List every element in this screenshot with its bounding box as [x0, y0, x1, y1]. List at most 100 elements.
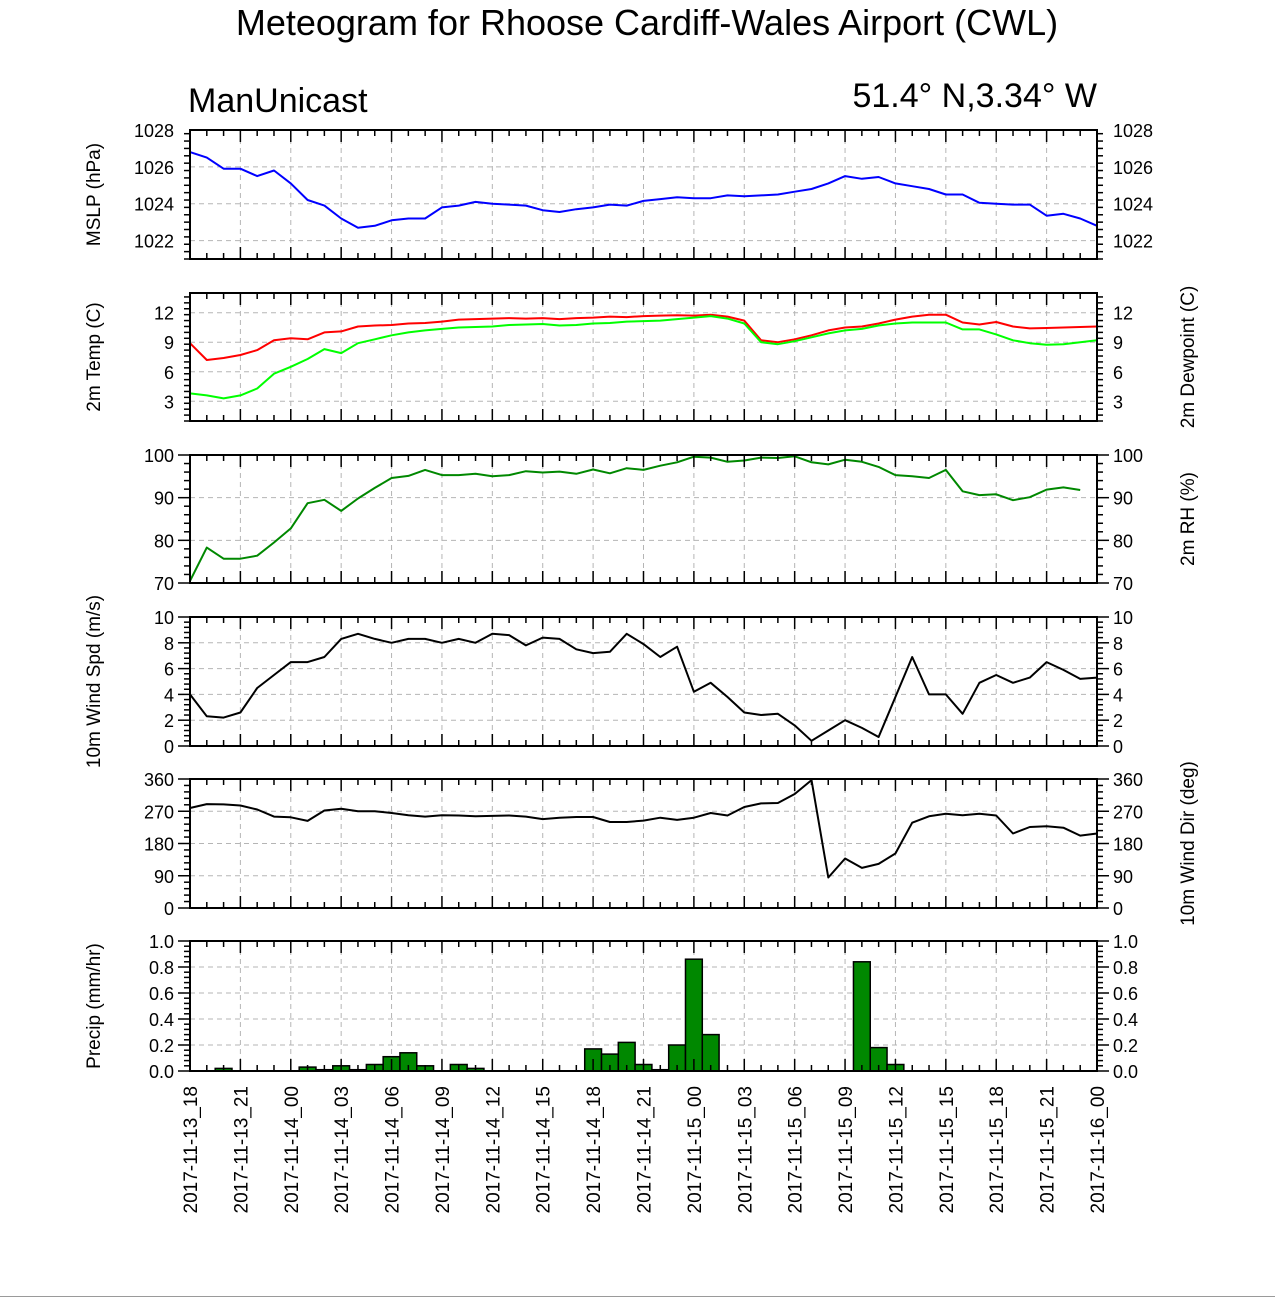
y-tick-label-right: 1022 — [1113, 232, 1153, 252]
y-tick-label-left: 100 — [144, 446, 174, 466]
y-tick-label-right: 180 — [1113, 835, 1143, 855]
panel-wind_speed: 0 0 2 2 4 4 6 6 8 8 10 10 10m Wind Spd (m/s) — [84, 595, 1133, 768]
y-tick-label-left: 0.8 — [149, 958, 174, 978]
y-tick-label-right: 0.8 — [1113, 958, 1138, 978]
y-tick-label-left: 1022 — [134, 232, 174, 252]
y-tick-label-left: 6 — [164, 660, 174, 680]
y-tick-label-right: 360 — [1113, 770, 1143, 790]
time-label: 2017-11-14_03 — [332, 1086, 353, 1213]
y-tick-label-right: 1024 — [1113, 195, 1153, 215]
y-tick-label-right: 0.4 — [1113, 1010, 1138, 1030]
model-label: ManUnicast — [188, 82, 368, 120]
y-tick-label-right: 90 — [1113, 489, 1133, 509]
y-tick-label-right: 3 — [1113, 392, 1123, 412]
panel-mslp: 1022 1022 1024 1024 1026 1026 1028 1028 MSLP (hP… — [84, 121, 1153, 260]
time-label: 2017-11-15_18 — [987, 1086, 1008, 1213]
time-label: 2017-11-14_12 — [483, 1086, 504, 1213]
y-tick-label-left: 0.6 — [149, 984, 174, 1004]
panel-precipitation: 0.0 0.0 0.2 0.2 0.4 0.4 0.6 0.6 0.8 0.8 1.0 1.0 Prec… — [84, 932, 1138, 1082]
y-tick-label-right: 2 — [1113, 711, 1123, 731]
time-label: 2017-11-14_09 — [433, 1086, 454, 1213]
time-label: 2017-11-15_03 — [735, 1086, 756, 1213]
y-tick-label-right: 0.6 — [1113, 984, 1138, 1004]
time-label: 2017-11-15_06 — [786, 1086, 807, 1213]
y-tick-label-right: 10 — [1113, 608, 1133, 628]
y-tick-label-right: 4 — [1113, 685, 1123, 705]
y-axis-title-right: 10m Wind Dir (deg) — [1178, 761, 1199, 926]
y-tick-label-left: 1026 — [134, 158, 174, 178]
y-tick-label-left: 0 — [164, 737, 174, 757]
y-axis-title-left: Precip (mm/hr) — [84, 943, 105, 1069]
time-label: 2017-11-14_18 — [584, 1086, 605, 1213]
time-label: 2017-11-14_15 — [534, 1086, 555, 1213]
y-tick-label-left: 360 — [144, 770, 174, 790]
y-tick-label-right: 80 — [1113, 531, 1133, 551]
y-axis-title-right: 2m RH (%) — [1178, 472, 1199, 566]
y-tick-label-right: 8 — [1113, 634, 1123, 654]
y-tick-label-right: 100 — [1113, 446, 1143, 466]
y-tick-label-right: 0 — [1113, 899, 1123, 919]
time-label: 2017-11-14_06 — [383, 1086, 404, 1213]
time-label: 2017-11-16_00 — [1088, 1086, 1109, 1213]
y-tick-label-right: 0.2 — [1113, 1036, 1138, 1056]
y-tick-label-left: 6 — [164, 363, 174, 383]
panel-temperature: 3 3 6 6 9 9 12 12 2m Temp (C) 2m Dewpoint (C) — [84, 286, 1199, 429]
series-line-relative_humidity-0 — [189, 455, 1081, 582]
series-line-temperature-0 — [189, 313, 1098, 361]
time-label: 2017-11-15_21 — [1038, 1086, 1059, 1213]
y-axis-title-left: MSLP (hPa) — [84, 143, 105, 246]
series-line-wind_direction-0 — [189, 779, 1098, 879]
y-tick-label-left: 8 — [164, 634, 174, 654]
y-tick-label-left: 0.0 — [149, 1062, 174, 1082]
y-tick-label-left: 80 — [154, 531, 174, 551]
y-axis-title-left: 2m Temp (C) — [84, 302, 105, 411]
time-label: 2017-11-13_18 — [181, 1086, 202, 1213]
bottom-divider — [0, 1296, 1275, 1297]
time-label: 2017-11-15_12 — [886, 1086, 907, 1213]
y-tick-label-right: 0 — [1113, 737, 1123, 757]
y-tick-label-left: 10 — [154, 608, 174, 628]
y-tick-label-right: 270 — [1113, 802, 1143, 822]
y-axis-title-right: 2m Dewpoint (C) — [1178, 286, 1199, 429]
time-label: 2017-11-15_09 — [836, 1086, 857, 1213]
precip-bar — [852, 961, 871, 1072]
y-tick-label-right: 90 — [1113, 867, 1133, 887]
y-tick-label-left: 180 — [144, 835, 174, 855]
y-tick-label-right: 70 — [1113, 574, 1133, 594]
y-tick-label-left: 1024 — [134, 195, 174, 215]
y-tick-label-left: 0 — [164, 899, 174, 919]
y-tick-label-left: 70 — [154, 574, 174, 594]
y-axis-title-left: 10m Wind Spd (m/s) — [84, 595, 105, 768]
y-tick-label-left: 9 — [164, 333, 174, 353]
y-tick-label-left: 0.2 — [149, 1036, 174, 1056]
series-line-mslp-0 — [189, 151, 1098, 229]
y-tick-label-right: 9 — [1113, 333, 1123, 353]
chart-title: Meteogram for Rhoose Cardiff-Wales Airpo… — [236, 2, 1058, 43]
series-line-wind_speed-0 — [189, 632, 1098, 742]
y-tick-label-left: 90 — [154, 867, 174, 887]
time-axis-labels: 2017-11-13_18 2017-11-13_21 2017-11-14_00 2… — [181, 1086, 1109, 1213]
y-tick-label-left: 270 — [144, 802, 174, 822]
y-tick-label-left: 1.0 — [149, 932, 174, 952]
y-tick-label-right: 6 — [1113, 363, 1123, 383]
y-tick-label-left: 3 — [164, 392, 174, 412]
y-tick-label-left: 2 — [164, 711, 174, 731]
y-tick-label-left: 0.4 — [149, 1010, 174, 1030]
precip-bar — [684, 958, 704, 1072]
y-tick-label-right: 1.0 — [1113, 932, 1138, 952]
y-tick-label-right: 0.0 — [1113, 1062, 1138, 1082]
y-tick-label-right: 1026 — [1113, 158, 1153, 178]
y-tick-label-left: 90 — [154, 489, 174, 509]
panel-relative_humidity: 70 70 80 80 90 90 100 100 2m RH (%) — [144, 446, 1199, 594]
y-tick-label-left: 4 — [164, 685, 174, 705]
y-tick-label-right: 1028 — [1113, 121, 1153, 141]
time-label: 2017-11-13_21 — [231, 1086, 252, 1213]
series-line-temperature-1 — [189, 315, 1098, 400]
y-tick-label-left: 1028 — [134, 121, 174, 141]
y-tick-label-left: 12 — [154, 304, 174, 324]
panel-wind_direction: 0 0 90 90 180 180 270 270 360 360 10m Wind Dir (de… — [144, 761, 1199, 926]
time-label: 2017-11-15_00 — [685, 1086, 706, 1213]
y-tick-label-right: 12 — [1113, 304, 1133, 324]
